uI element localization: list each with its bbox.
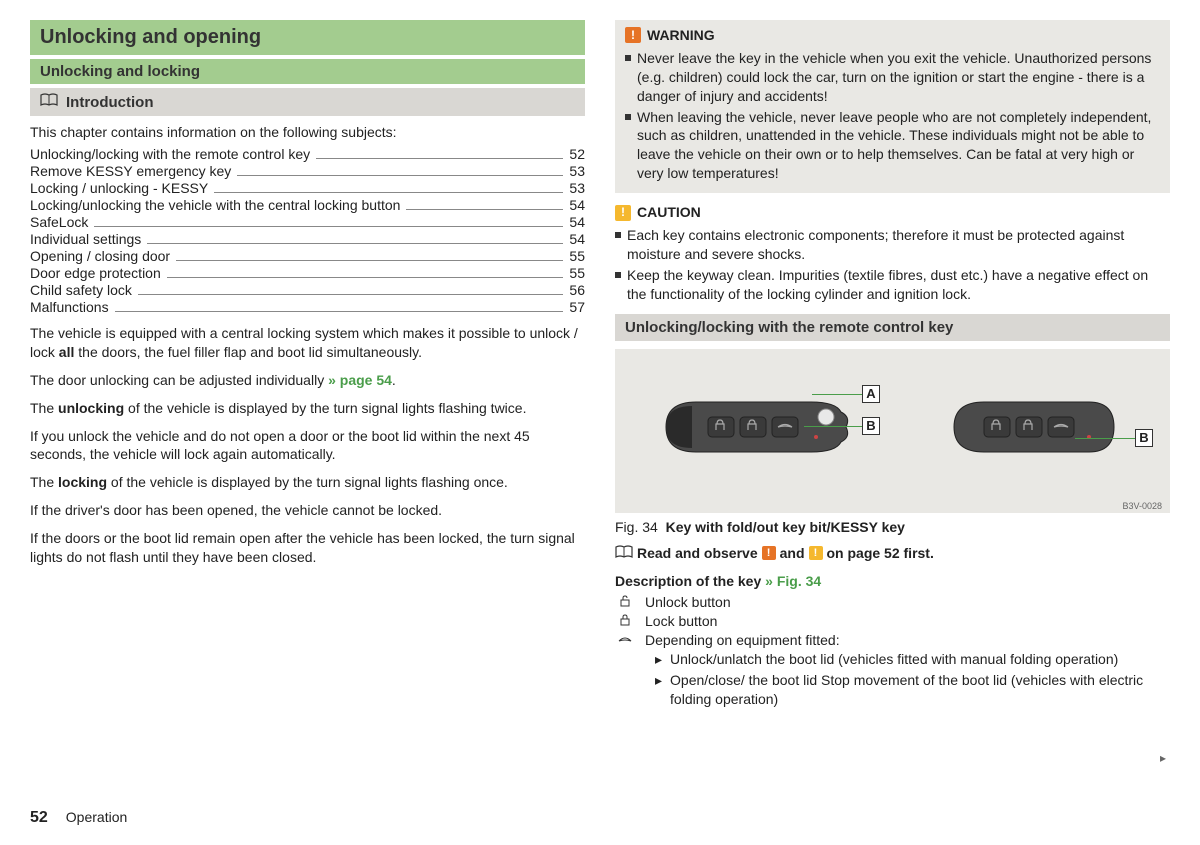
warning-icon: ! xyxy=(762,546,776,560)
description-item: Depending on equipment fitted: xyxy=(615,632,1170,648)
toc-row[interactable]: Remove KESSY emergency key53 xyxy=(30,163,585,179)
figure-caption: Fig. 34 Key with fold/out key bit/KESSY … xyxy=(615,519,1170,535)
description-item: Lock button xyxy=(615,613,1170,630)
figure-code: B3V-0028 xyxy=(623,501,1162,511)
page-footer: 52 Operation xyxy=(30,809,127,827)
warning-item: When leaving the vehicle, never leave pe… xyxy=(637,108,1160,184)
paragraph: The door unlocking can be adjusted indiv… xyxy=(30,371,585,390)
footer-section: Operation xyxy=(66,809,127,825)
lock-icon xyxy=(615,613,635,630)
callout-label-b: B xyxy=(1135,429,1153,447)
toc-row[interactable]: Opening / closing door55 xyxy=(30,248,585,264)
figure-container: A B B xyxy=(615,349,1170,513)
intro-text: This chapter contains information on the… xyxy=(30,124,585,140)
paragraph: If the doors or the boot lid remain open… xyxy=(30,529,585,567)
right-column: ! WARNING Never leave the key in the veh… xyxy=(615,20,1170,711)
intro-heading: Introduction xyxy=(66,94,153,111)
toc-row[interactable]: Unlocking/locking with the remote contro… xyxy=(30,146,585,162)
key-illustration-left: A B xyxy=(623,357,888,497)
chapter-title: Unlocking and opening xyxy=(30,20,585,55)
paragraph: If you unlock the vehicle and do not ope… xyxy=(30,427,585,465)
description-subitem: ▸Open/close/ the boot lid Stop movement … xyxy=(655,671,1170,709)
section-title: Unlocking and locking xyxy=(30,59,585,84)
table-of-contents: Unlocking/locking with the remote contro… xyxy=(30,146,585,315)
page-number: 52 xyxy=(30,809,48,827)
toc-row[interactable]: Door edge protection55 xyxy=(30,265,585,281)
figure-reference[interactable]: » Fig. 34 xyxy=(765,573,821,589)
toc-row[interactable]: Child safety lock56 xyxy=(30,282,585,298)
warning-box: ! WARNING Never leave the key in the veh… xyxy=(615,20,1170,193)
toc-row[interactable]: SafeLock54 xyxy=(30,214,585,230)
caution-icon: ! xyxy=(615,205,631,221)
caution-title: CAUTION xyxy=(637,203,701,222)
toc-row[interactable]: Individual settings54 xyxy=(30,231,585,247)
caution-icon: ! xyxy=(809,546,823,560)
description-subitem: ▸Unlock/unlatch the boot lid (vehicles f… xyxy=(655,650,1170,669)
boot-icon xyxy=(615,632,635,648)
description-heading: Description of the key » Fig. 34 xyxy=(615,572,1170,591)
page-reference[interactable]: » page 54 xyxy=(328,372,392,388)
continuation-indicator: ▸ xyxy=(1160,751,1166,765)
warning-title: WARNING xyxy=(647,26,715,45)
callout-label-b: B xyxy=(862,417,880,435)
key-illustration-right: B xyxy=(896,357,1161,497)
book-icon xyxy=(40,93,58,111)
caution-item: Keep the keyway clean. Impurities (texti… xyxy=(627,266,1170,304)
left-column: Unlocking and opening Unlocking and lock… xyxy=(30,20,585,711)
description-item: Unlock button xyxy=(615,594,1170,611)
toc-row[interactable]: Locking / unlocking - KESSY53 xyxy=(30,180,585,196)
toc-row[interactable]: Locking/unlocking the vehicle with the c… xyxy=(30,197,585,213)
warning-item: Never leave the key in the vehicle when … xyxy=(637,49,1160,106)
paragraph: The unlocking of the vehicle is displaye… xyxy=(30,399,585,418)
paragraph: The vehicle is equipped with a central l… xyxy=(30,324,585,362)
subsection-title: Unlocking/locking with the remote contro… xyxy=(615,314,1170,341)
toc-row[interactable]: Malfunctions57 xyxy=(30,299,585,315)
subsection-title: Introduction xyxy=(30,88,585,116)
warning-icon: ! xyxy=(625,27,641,43)
book-icon xyxy=(615,545,633,562)
read-observe-note: Read and observe ! and ! on page 52 firs… xyxy=(615,545,1170,562)
unlock-icon xyxy=(615,594,635,611)
paragraph: If the driver's door has been opened, th… xyxy=(30,501,585,520)
callout-label-a: A xyxy=(862,385,880,403)
caution-box: ! CAUTION Each key contains electronic c… xyxy=(615,203,1170,303)
caution-item: Each key contains electronic components;… xyxy=(627,226,1170,264)
paragraph: The locking of the vehicle is displayed … xyxy=(30,473,585,492)
